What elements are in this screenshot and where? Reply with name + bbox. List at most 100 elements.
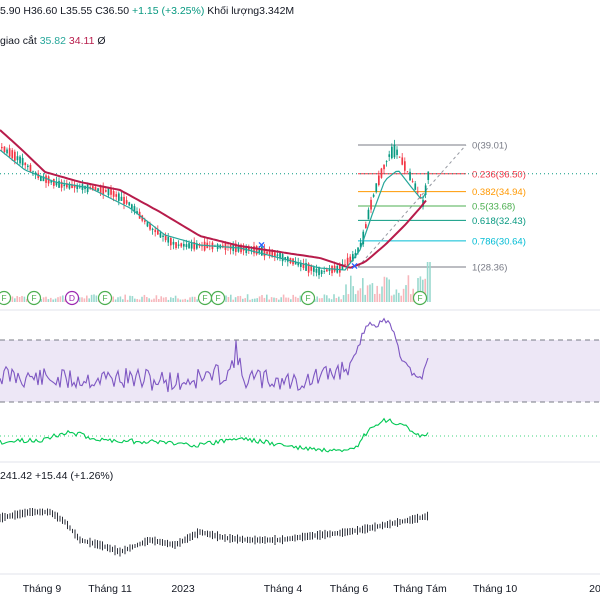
candle-body bbox=[60, 181, 63, 188]
candle-body bbox=[193, 242, 196, 250]
candle-body bbox=[365, 224, 367, 229]
volume-bar bbox=[350, 275, 352, 302]
candle-body bbox=[97, 188, 99, 192]
candle-body bbox=[99, 186, 102, 194]
x-axis-label: Tháng 9 bbox=[23, 583, 62, 595]
ohlc-legend: 5.90 H36.60 L35.55 C36.50 +1.15 (+3.25%)… bbox=[0, 5, 294, 17]
volume-bar bbox=[390, 295, 393, 302]
x-axis-label: 20 bbox=[589, 583, 600, 595]
candle-body bbox=[378, 175, 380, 186]
candle-body bbox=[198, 245, 201, 247]
candle-body bbox=[201, 245, 203, 247]
candle-body bbox=[320, 270, 323, 275]
volume-bar bbox=[26, 298, 28, 302]
event-marker-label: F bbox=[215, 293, 220, 303]
volume-bar bbox=[134, 298, 136, 302]
candle-body bbox=[162, 235, 164, 238]
candle-body bbox=[263, 248, 266, 257]
volume-bar bbox=[42, 297, 45, 302]
volume-bar bbox=[246, 294, 249, 302]
volume-bar bbox=[297, 297, 299, 302]
candle-body bbox=[401, 157, 404, 165]
volume-bar bbox=[158, 299, 160, 302]
volume-bar bbox=[148, 298, 150, 302]
fib-level-label: 0.5(33.68) bbox=[472, 202, 515, 213]
candle-body bbox=[300, 262, 302, 267]
volume-bar bbox=[371, 283, 374, 302]
candle-body bbox=[86, 184, 89, 193]
candle-body bbox=[159, 232, 162, 238]
candle-body bbox=[258, 249, 261, 253]
candle-body bbox=[105, 190, 107, 192]
candle-body bbox=[34, 172, 37, 175]
volume-bar bbox=[165, 297, 167, 302]
volume-bar bbox=[328, 298, 330, 302]
candle-body bbox=[107, 188, 110, 196]
ma-cross-legend[interactable]: giao cắt 35.82 34.11 Ø bbox=[0, 35, 106, 47]
volume-bar bbox=[388, 279, 390, 302]
dividend-marker-icon bbox=[64, 290, 80, 306]
candle-body bbox=[315, 268, 318, 273]
volume-bar bbox=[299, 295, 302, 302]
volume-bar bbox=[184, 298, 186, 302]
volume-bar bbox=[338, 296, 340, 302]
candle-body bbox=[180, 243, 183, 247]
candle-body bbox=[253, 246, 255, 254]
volume-bar bbox=[314, 299, 316, 302]
candle-body bbox=[68, 183, 71, 189]
fib-level-label: 0.618(32.43) bbox=[472, 216, 526, 227]
candle-body bbox=[297, 262, 300, 266]
volume-bar bbox=[364, 294, 366, 302]
volume-label: Khối lượng bbox=[207, 5, 260, 17]
candle-body bbox=[11, 150, 14, 159]
x-axis-label: Tháng 10 bbox=[473, 583, 518, 595]
candle-body bbox=[19, 156, 21, 164]
candle-body bbox=[42, 176, 45, 182]
candle-body bbox=[424, 185, 427, 195]
candle-body bbox=[16, 156, 19, 161]
candle-body bbox=[53, 178, 55, 186]
x-axis-label: 2023 bbox=[171, 583, 195, 595]
candle-body bbox=[419, 197, 422, 199]
volume-bar bbox=[88, 298, 90, 302]
x-axis-label: Tháng 6 bbox=[330, 583, 369, 595]
candle-body bbox=[370, 199, 372, 210]
volume-bar bbox=[23, 296, 26, 302]
candle-body bbox=[58, 180, 60, 188]
change-value: +1.15 (+3.25%) bbox=[131, 5, 205, 17]
volume-bar bbox=[285, 297, 287, 302]
volume-bar bbox=[270, 297, 273, 302]
candle-body bbox=[154, 229, 157, 233]
volume-bar bbox=[57, 297, 59, 302]
volume-bar bbox=[146, 297, 148, 302]
candle-body bbox=[281, 254, 284, 262]
candle-body bbox=[414, 183, 417, 190]
volume-bar bbox=[86, 295, 88, 302]
volume-bar bbox=[54, 298, 57, 302]
candle-body bbox=[266, 251, 268, 254]
fib-level-label: 0(39.01) bbox=[472, 141, 507, 152]
volume-bar bbox=[138, 299, 141, 302]
volume-bar bbox=[429, 262, 431, 302]
volume-bar bbox=[126, 299, 129, 302]
candle-body bbox=[164, 235, 167, 241]
volume-bar bbox=[50, 297, 52, 302]
volume-bar bbox=[426, 262, 429, 302]
candle-body bbox=[149, 223, 151, 230]
earnings-marker-icon bbox=[97, 290, 113, 306]
candle-body bbox=[383, 164, 385, 170]
volume-bar bbox=[150, 299, 153, 302]
earnings-marker-icon bbox=[0, 290, 12, 306]
candle-body bbox=[375, 183, 378, 192]
volume-bar bbox=[234, 297, 237, 302]
candle-body bbox=[404, 161, 406, 171]
volume-bar bbox=[239, 295, 242, 302]
volume-bar bbox=[280, 297, 282, 302]
volume-bar bbox=[261, 295, 263, 302]
event-marker-label: D bbox=[69, 293, 75, 303]
candle-body bbox=[372, 194, 375, 197]
candle-body bbox=[128, 202, 131, 206]
candle-body bbox=[250, 249, 253, 251]
